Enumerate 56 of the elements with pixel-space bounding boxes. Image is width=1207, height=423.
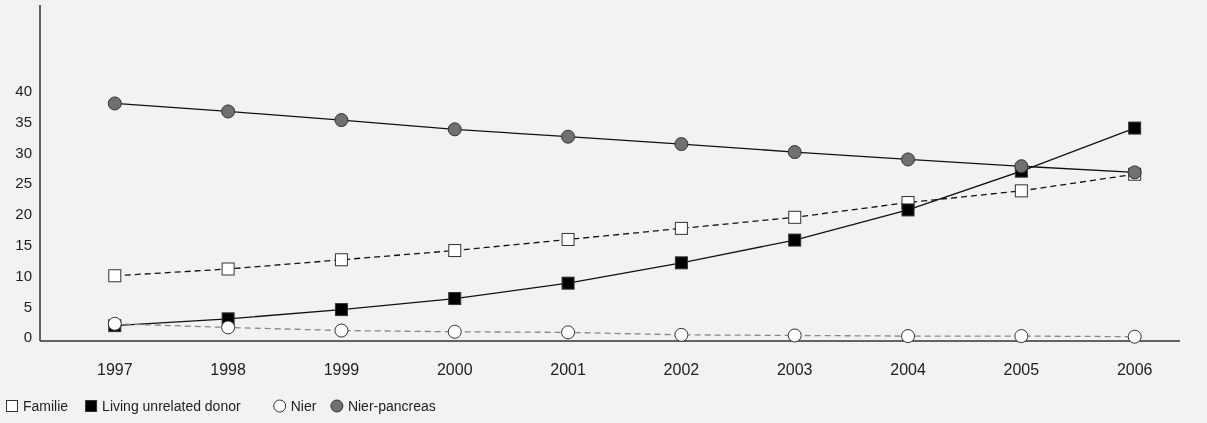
point (674, 327, 689, 342)
legend-label: Nier-pancreas (347, 398, 436, 414)
point (334, 303, 348, 317)
point (334, 113, 349, 128)
y-tick-label: 10 (15, 266, 32, 284)
x-tick-label: 2006 (1116, 361, 1153, 378)
y-tick-label: 25 (15, 174, 32, 192)
point (447, 324, 462, 339)
x-tick-label: 1997 (96, 361, 133, 378)
y-tick-label: 0 (23, 328, 32, 346)
point (787, 145, 802, 160)
legend-label: Familie (23, 398, 69, 414)
x-tick-label: 1998 (210, 361, 247, 378)
legend-label: Living unrelated donor (102, 398, 241, 414)
y-tick-label: 40 (15, 82, 32, 100)
y-tick-label: 5 (23, 297, 32, 315)
point (448, 292, 462, 306)
x-tick-label: 2003 (776, 361, 813, 378)
point (1014, 159, 1029, 174)
y-tick-label: 35 (15, 112, 32, 130)
point (1014, 329, 1029, 344)
point (221, 262, 235, 276)
point (1128, 121, 1142, 135)
x-tick-label: 2005 (1003, 361, 1040, 378)
point (1127, 329, 1142, 344)
point (221, 320, 236, 335)
point (561, 129, 576, 144)
point (788, 233, 802, 247)
point (787, 328, 802, 343)
point (901, 203, 915, 217)
point (561, 232, 575, 246)
point (901, 329, 916, 344)
point (674, 221, 688, 235)
legend-label: Nier (290, 398, 317, 414)
point (1014, 184, 1028, 198)
point (788, 210, 802, 224)
x-tick-label: 2004 (890, 361, 926, 378)
point (674, 256, 688, 270)
y-tick-label: 30 (15, 143, 32, 161)
point (674, 137, 689, 152)
point (901, 152, 916, 167)
y-tick-label: 15 (15, 236, 32, 253)
point (221, 104, 236, 119)
point (107, 96, 122, 111)
y-tick-label: 20 (15, 205, 32, 223)
point (334, 323, 349, 338)
point (561, 276, 575, 290)
point (447, 122, 462, 137)
point (561, 325, 576, 340)
point (108, 269, 122, 283)
x-tick-label: 1999 (323, 361, 360, 378)
point (448, 244, 462, 258)
point (334, 253, 348, 267)
x-tick-label: 2002 (663, 361, 700, 378)
x-tick-label: 2000 (436, 361, 473, 378)
x-tick-label: 2001 (550, 361, 586, 378)
